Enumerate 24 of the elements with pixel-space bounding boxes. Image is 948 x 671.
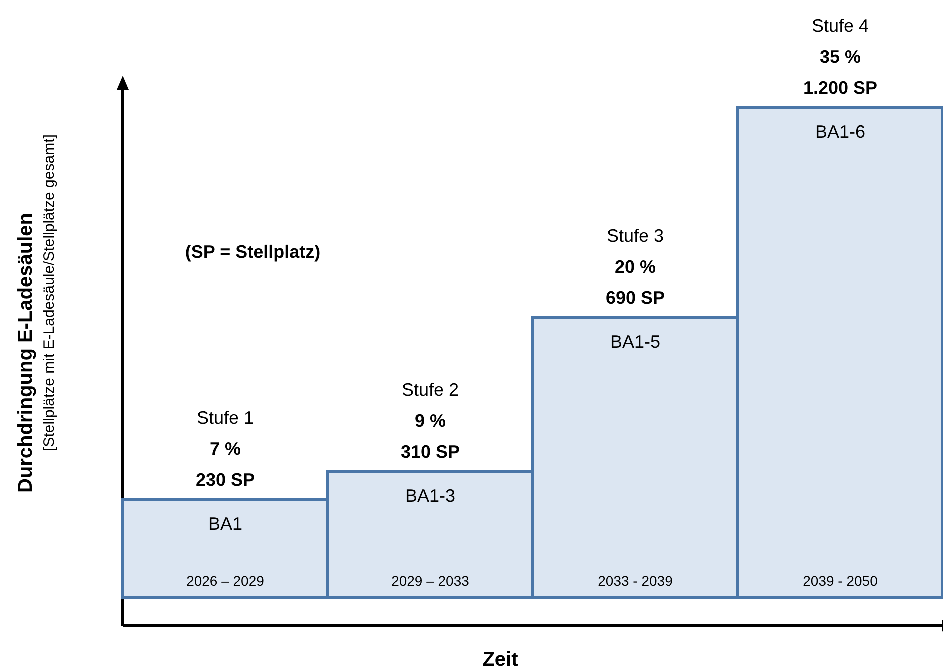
annotation: BA1 (208, 514, 243, 534)
annotation: 690 SP (606, 288, 666, 308)
annotation: BA1-5 (610, 332, 661, 352)
annotation: BA1-3 (405, 486, 456, 506)
annotation: Stufe 1 (196, 408, 254, 428)
annotation: BA1-6 (815, 122, 866, 142)
text: Stufe 4 (812, 16, 870, 36)
y-axis-title: Durchdringung E-Ladesäulen (15, 212, 37, 494)
x-axis-title: Zeit (482, 649, 519, 671)
text: [Stellplätze mit E-Ladesäule/Stellplätze gesamt] (41, 134, 58, 452)
data-label: 20 % (614, 257, 656, 277)
data-label: 7 % (210, 439, 242, 459)
text: 1.200 SP (803, 78, 878, 98)
annotation: 310 SP (400, 442, 460, 462)
x-tick-label: 2029 – 2033 (392, 573, 470, 589)
x-tick-label: 2026 – 2029 (186, 573, 265, 589)
x-tick-label: 2039 - 2050 (803, 573, 878, 589)
data-label: 9 % (414, 411, 446, 431)
annotation: Stufe 3 (606, 226, 664, 246)
annotation: 230 SP (196, 470, 256, 490)
annotation: Stufe 2 (402, 380, 460, 400)
data-label: 35 % (820, 47, 862, 67)
x-tick-label: 2033 - 2039 (598, 573, 674, 589)
annotation: (SP = Stellplatz) (185, 242, 321, 262)
